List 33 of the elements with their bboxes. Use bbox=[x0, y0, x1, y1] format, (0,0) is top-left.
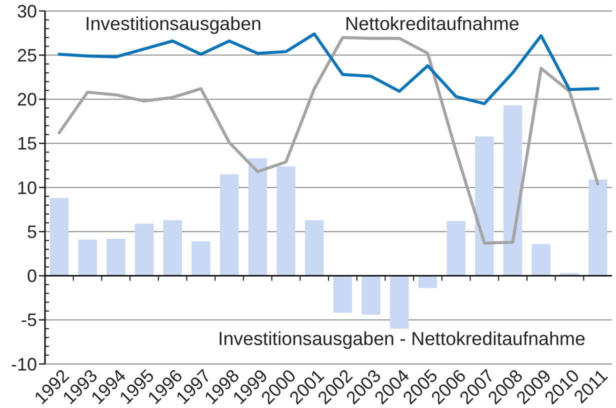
bar bbox=[50, 198, 69, 276]
bar bbox=[390, 276, 409, 329]
bar bbox=[276, 166, 296, 276]
bar bbox=[106, 238, 126, 276]
bar bbox=[220, 174, 239, 276]
bar bbox=[163, 220, 182, 276]
bar bbox=[333, 276, 352, 313]
bar bbox=[418, 276, 438, 288]
series-label: Investitionsausgaben bbox=[85, 13, 262, 34]
series-label: Nettokreditaufnahme bbox=[345, 13, 520, 34]
y-tick-label: 25 bbox=[16, 45, 37, 66]
line-series bbox=[58, 32, 600, 106]
bar bbox=[248, 158, 267, 276]
bar bbox=[588, 180, 608, 276]
y-tick-label: 30 bbox=[16, 1, 37, 22]
bar bbox=[134, 224, 154, 276]
bar bbox=[192, 241, 210, 276]
line-series bbox=[58, 36, 600, 245]
series-label: Investitionsausgaben - Nettokreditaufnahme bbox=[218, 328, 586, 349]
y-tick-label: -5 bbox=[20, 310, 37, 330]
y-tick-label: 20 bbox=[16, 90, 37, 110]
bar bbox=[503, 105, 522, 276]
bar bbox=[475, 136, 494, 276]
y-tick-label: 5 bbox=[26, 222, 37, 242]
bar bbox=[362, 276, 380, 315]
bar bbox=[304, 220, 324, 276]
y-tick-label: 10 bbox=[16, 178, 37, 198]
y-tick-label: -10 bbox=[10, 354, 37, 374]
bar bbox=[532, 244, 550, 276]
bar bbox=[78, 240, 97, 276]
bar bbox=[446, 221, 466, 276]
y-tick-label: 15 bbox=[16, 134, 37, 154]
y-tick-label: 0 bbox=[26, 266, 37, 286]
